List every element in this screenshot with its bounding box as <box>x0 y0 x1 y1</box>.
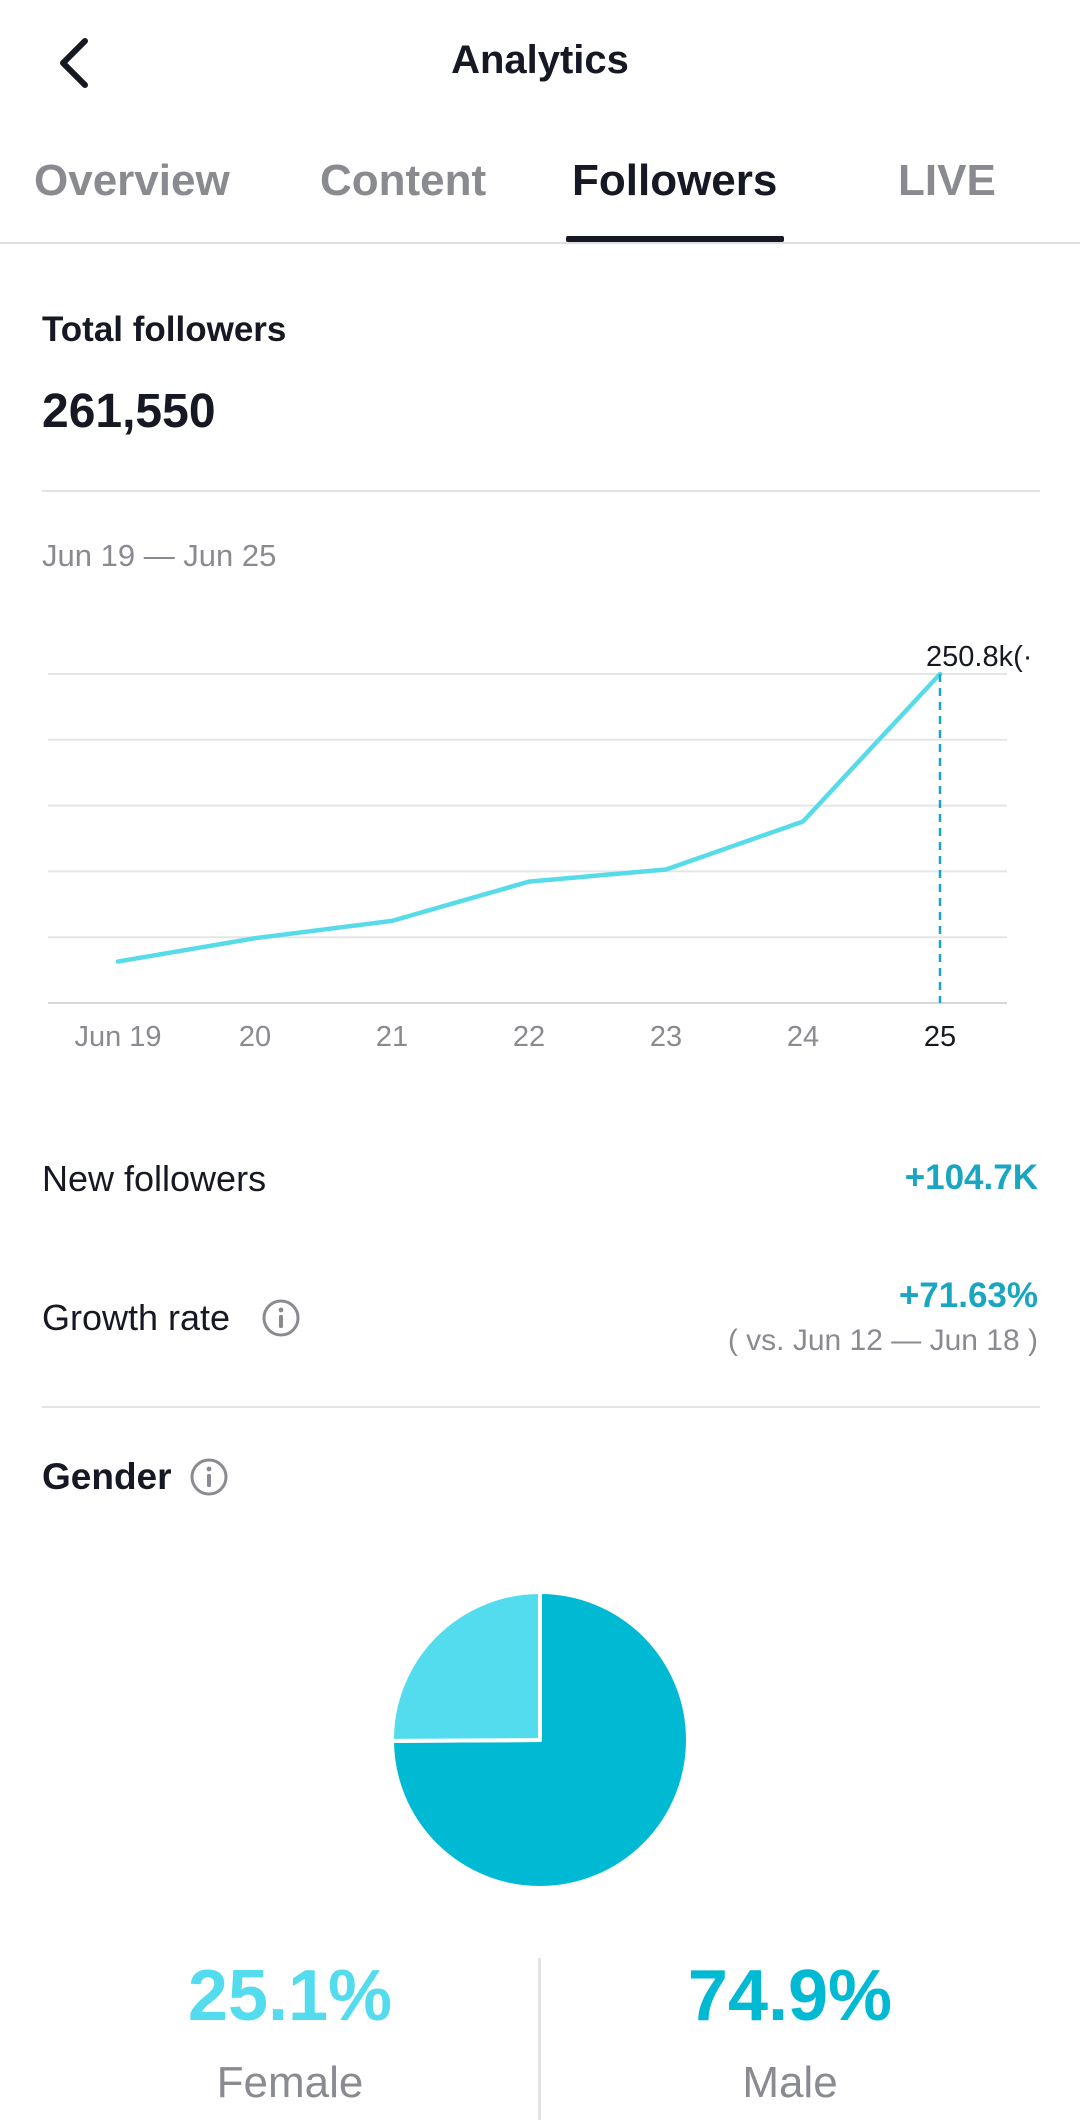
tab-bar: Overview Content Followers LIVE <box>0 140 1080 244</box>
active-tab-indicator <box>566 236 784 242</box>
new-followers-label: New followers <box>42 1158 267 1199</box>
growth-rate-label: Growth rate <box>42 1297 231 1338</box>
total-followers-label: Total followers <box>42 310 287 349</box>
chart-data-point <box>801 819 805 824</box>
male-legend: 74.9% Male <box>540 1960 1040 2108</box>
female-percent: 25.1% <box>187 1956 393 2036</box>
chart-x-tick-label: 23 <box>650 1021 682 1053</box>
chart-x-tick-label: 20 <box>239 1021 271 1053</box>
date-range: Jun 19 — Jun 25 <box>42 538 277 573</box>
info-icon <box>190 1458 228 1496</box>
info-icon <box>262 1299 300 1337</box>
tab-live[interactable]: LIVE <box>898 156 996 205</box>
tab-overview[interactable]: Overview <box>34 156 230 205</box>
tab-content[interactable]: Content <box>320 156 487 205</box>
chart-x-tick-label: 21 <box>376 1021 408 1053</box>
growth-rate-value: +71.63% <box>898 1276 1038 1315</box>
chart-series-line <box>115 671 943 964</box>
app-header: Analytics <box>0 0 1080 130</box>
legend-separator <box>538 1958 541 2120</box>
gender-pie-chart <box>390 1590 690 1890</box>
growth-rate-comparison: ( vs. Jun 12 — Jun 18 ) <box>727 1324 1038 1357</box>
gender-title: Gender <box>42 1456 172 1497</box>
new-followers-value: +104.7K <box>904 1158 1038 1197</box>
chart-highlight-label: 250.8k(· <box>926 641 1032 673</box>
chart-data-point <box>253 936 257 941</box>
chart-x-tick-label: 24 <box>787 1021 819 1053</box>
followers-line-chart: 250.8k(· Jun 19 20 21 22 23 24 25 <box>48 641 1032 1053</box>
divider <box>42 490 1040 492</box>
chart-data-point <box>116 959 120 964</box>
page-title: Analytics <box>451 38 629 82</box>
chart-x-tick-label: 25 <box>924 1021 956 1053</box>
tab-followers[interactable]: Followers <box>572 156 778 205</box>
gender-info-button[interactable] <box>188 1456 230 1498</box>
male-percent: 74.9% <box>687 1956 893 2036</box>
chevron-left-icon <box>60 38 88 88</box>
chart-data-point <box>390 918 394 923</box>
chart-data-point <box>664 867 668 872</box>
chart-data-point <box>527 879 531 884</box>
male-label: Male <box>742 2058 838 2107</box>
pie-slice-female <box>390 1590 542 1743</box>
growth-rate-info-button[interactable] <box>260 1297 302 1339</box>
female-legend: 25.1% Female <box>40 1960 540 2108</box>
divider <box>42 1406 1040 1408</box>
chart-x-tick-label: 22 <box>513 1021 545 1053</box>
total-followers-value: 261,550 <box>42 385 216 438</box>
back-button[interactable] <box>40 28 110 98</box>
female-label: Female <box>216 2058 364 2107</box>
chart-x-tick-label: Jun 19 <box>74 1021 161 1053</box>
